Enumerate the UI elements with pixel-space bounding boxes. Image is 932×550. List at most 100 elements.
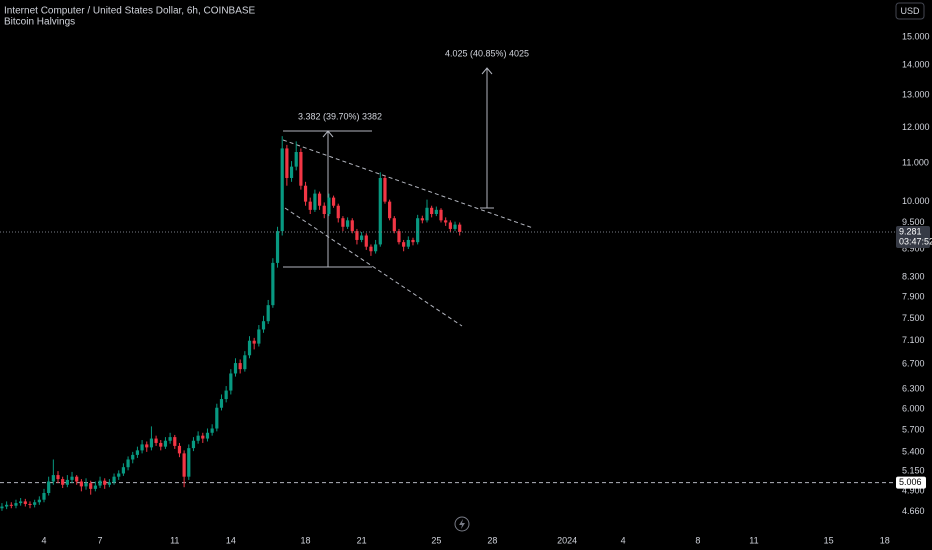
candle-body	[14, 503, 18, 506]
candle-body	[303, 185, 308, 202]
candle-body	[126, 459, 130, 468]
candle-body	[154, 438, 158, 443]
candle-body	[33, 502, 37, 505]
x-tick-label: 21	[357, 535, 367, 545]
candle-body	[149, 438, 154, 448]
y-tick-label: 4.900	[902, 486, 925, 496]
chart-title: Internet Computer / United States Dollar…	[4, 6, 256, 17]
arrow-head	[322, 130, 334, 138]
candle-body	[61, 479, 65, 485]
candle-body	[145, 444, 149, 448]
candle-body	[112, 476, 116, 483]
candle-body	[327, 197, 331, 215]
candle-body	[103, 480, 107, 485]
candle-body	[345, 220, 350, 227]
candle-body	[364, 235, 368, 247]
candle-body	[458, 224, 462, 232]
candle-body	[47, 481, 51, 493]
candle-body	[416, 218, 420, 243]
candle-body	[383, 177, 387, 202]
x-tick-label: 14	[226, 535, 236, 545]
indicator-name: Bitcoin Halvings	[4, 17, 75, 28]
x-tick-label: 11	[749, 535, 758, 545]
candle-body	[280, 148, 284, 232]
event-icon[interactable]	[454, 516, 470, 532]
x-tick-label: 7	[98, 535, 103, 545]
candle-body	[341, 218, 345, 227]
candle-body	[159, 442, 163, 447]
candle-body	[238, 363, 242, 370]
y-tick-label: 6.700	[902, 359, 925, 369]
candle-body	[98, 480, 102, 486]
x-tick-label: 2024	[557, 535, 577, 545]
candle-body	[275, 231, 280, 263]
candle-body	[51, 475, 55, 482]
lightning-icon	[459, 519, 465, 529]
last-price-label: 9.281	[899, 226, 922, 236]
candle-body	[285, 148, 289, 178]
y-tick-label: 13.000	[902, 89, 930, 99]
candle-body	[374, 244, 378, 252]
x-tick-label: 28	[487, 535, 497, 545]
candle-body	[210, 428, 214, 433]
candle-body	[420, 218, 424, 221]
candle-body	[215, 407, 219, 429]
candle-body	[187, 448, 191, 477]
candle-body	[360, 235, 364, 240]
candle-body	[5, 504, 9, 507]
x-tick-label: 4	[621, 535, 626, 545]
candle-body	[75, 476, 79, 482]
candle-body	[322, 205, 326, 215]
x-tick-label: 8	[695, 535, 700, 545]
candle-body	[453, 224, 457, 229]
candle-body	[131, 454, 135, 460]
candle-body	[308, 201, 312, 210]
candle-body	[392, 218, 396, 232]
candle-body	[388, 201, 392, 219]
currency-label[interactable]: USD	[900, 6, 920, 16]
candle-body	[191, 440, 196, 449]
candle-body	[266, 305, 270, 322]
candle-body	[439, 209, 443, 221]
candle-body	[107, 482, 111, 485]
candle-body	[350, 220, 354, 232]
candle-body	[294, 152, 298, 167]
y-tick-label: 4.660	[902, 506, 925, 516]
candle-body	[247, 340, 252, 356]
y-tick-label: 15.000	[902, 31, 930, 41]
candle-body	[448, 222, 452, 229]
candle-body	[37, 499, 41, 503]
x-tick-label: 15	[824, 535, 834, 545]
candle-body	[205, 432, 210, 439]
candle-body	[261, 321, 266, 330]
candle-body	[289, 166, 294, 178]
countdown-label: 03:47:52	[899, 236, 932, 246]
candle-body	[402, 242, 406, 247]
candle-body	[70, 476, 74, 480]
candle-body	[163, 440, 168, 447]
candle-body	[56, 475, 60, 480]
candle-body	[79, 481, 83, 487]
candle-body	[434, 209, 438, 215]
candle-body	[425, 207, 429, 221]
y-tick-label: 7.900	[902, 292, 925, 302]
candle-body	[430, 207, 434, 215]
y-tick-label: 8.300	[902, 272, 925, 282]
price-label-box	[896, 476, 926, 489]
x-tick-label: 18	[880, 535, 890, 545]
candle-body	[336, 205, 340, 219]
x-tick-label: 25	[431, 535, 441, 545]
candle-body	[201, 435, 205, 439]
candle-body	[252, 340, 256, 344]
candle-body	[168, 437, 172, 441]
trendline	[284, 207, 463, 327]
candle-body	[378, 177, 382, 245]
candle-body	[317, 193, 322, 206]
candle-body	[182, 453, 186, 477]
candle-body	[369, 246, 373, 252]
candle-body	[177, 445, 182, 454]
candle-body	[224, 390, 228, 400]
annotation: 4.025 (40.85%) 4025	[445, 48, 529, 58]
x-tick-label: 4	[41, 535, 46, 545]
currency-button[interactable]	[895, 2, 925, 20]
